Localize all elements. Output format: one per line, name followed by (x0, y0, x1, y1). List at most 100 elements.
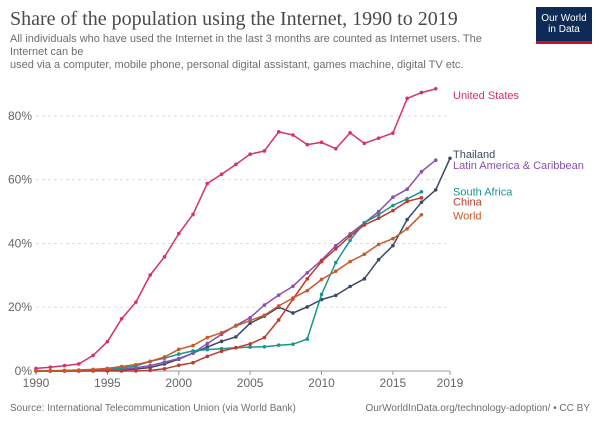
data-point-world (119, 364, 124, 369)
data-point-latin-america-caribbean (205, 341, 210, 346)
data-point-united-states (262, 149, 267, 153)
data-point-world (234, 324, 238, 328)
data-point-china (134, 369, 138, 373)
legend-label-south-africa: South Africa (453, 186, 513, 198)
legend-label-china: China (453, 196, 483, 208)
license-link[interactable]: OurWorldInData.org/technology-adoption/ … (365, 403, 590, 414)
owid-logo[interactable]: Our World in Data (536, 7, 592, 44)
data-point-world (91, 367, 95, 372)
data-point-united-states (234, 162, 238, 167)
data-point-thailand (405, 217, 409, 222)
data-point-latin-america-caribbean (176, 356, 181, 361)
data-point-south-africa (219, 346, 224, 351)
data-point-south-africa (348, 238, 352, 243)
x-tick-label: 1995 (94, 376, 121, 390)
data-point-world (176, 347, 181, 352)
subtitle-line-2: used via a computer, mobile phone, perso… (10, 59, 464, 71)
data-point-united-states (291, 133, 295, 137)
data-point-world (219, 330, 224, 335)
data-point-china (176, 363, 181, 368)
series-line-world (35, 214, 422, 372)
series-line-latin-america-caribbean (36, 159, 437, 372)
data-point-china (319, 259, 324, 264)
data-point-world (333, 269, 338, 273)
data-point-united-states (91, 353, 95, 358)
data-point-china (419, 196, 424, 200)
data-point-world (391, 236, 395, 241)
data-point-world (34, 369, 38, 373)
x-tick-label: 2005 (237, 376, 264, 390)
data-point-latin-america-caribbean (405, 187, 409, 192)
data-point-united-states (48, 365, 53, 369)
data-point-latin-america-caribbean (262, 303, 267, 307)
data-point-world (62, 368, 67, 373)
data-point-latin-america-caribbean (433, 158, 438, 163)
x-tick-label: 2000 (165, 376, 192, 390)
source-note: Source: International Telecommunication … (10, 403, 296, 414)
data-point-world (191, 343, 195, 348)
data-point-thailand (219, 339, 224, 344)
data-point-south-africa (191, 349, 195, 353)
legend-label-united-states: United States (453, 90, 520, 102)
data-point-china (219, 349, 224, 354)
logo-line-1: Our World (541, 13, 587, 24)
y-tick-label: 40% (8, 236, 32, 250)
data-point-united-states (276, 130, 281, 134)
data-point-united-states (248, 152, 252, 156)
data-point-south-africa (176, 352, 181, 356)
data-point-china (191, 360, 195, 365)
data-point-world (291, 296, 295, 300)
data-point-china (162, 366, 167, 371)
data-point-latin-america-caribbean (148, 363, 153, 368)
legend-label-world: World (453, 211, 482, 223)
data-point-china (248, 342, 252, 346)
data-point-south-africa (419, 189, 424, 194)
data-point-latin-america-caribbean (248, 315, 252, 320)
data-point-world (148, 359, 153, 364)
data-point-world (162, 355, 167, 359)
data-point-china (362, 223, 367, 227)
data-point-china (391, 208, 395, 213)
data-point-united-states (148, 273, 153, 277)
data-point-south-africa (248, 345, 252, 349)
data-point-thailand (362, 277, 367, 281)
data-point-china (348, 234, 352, 238)
data-point-latin-america-caribbean (305, 270, 310, 275)
data-point-thailand (391, 243, 395, 248)
data-point-united-states (348, 130, 352, 135)
data-point-united-states (362, 141, 367, 146)
series-line-thailand (36, 157, 451, 372)
data-point-world (362, 252, 367, 257)
data-point-south-africa (376, 212, 381, 217)
x-tick-label: 1990 (23, 376, 50, 390)
data-point-united-states (105, 339, 110, 344)
data-point-thailand (248, 321, 252, 325)
data-point-thailand (433, 188, 438, 192)
data-point-latin-america-caribbean (162, 360, 167, 364)
data-point-united-states (62, 363, 67, 368)
data-point-thailand (419, 200, 424, 205)
x-tick-label: 2010 (308, 376, 335, 390)
data-point-world (305, 288, 310, 293)
x-tick-label: 2019 (437, 376, 464, 390)
chart-subtitle: All individuals who have used the Intern… (10, 33, 510, 72)
data-point-south-africa (319, 292, 324, 297)
data-point-united-states (134, 300, 138, 304)
data-point-south-africa (305, 337, 310, 341)
data-point-china (234, 345, 238, 350)
data-point-thailand (205, 345, 210, 349)
x-tick-label: 2015 (380, 376, 407, 390)
data-point-thailand (291, 311, 295, 315)
data-point-thailand (376, 257, 381, 262)
data-point-world (48, 368, 53, 373)
data-point-south-africa (333, 260, 338, 265)
data-point-united-states (162, 255, 167, 259)
data-point-united-states (433, 86, 438, 91)
data-point-united-states (419, 90, 424, 95)
data-point-china (405, 199, 409, 204)
data-point-united-states (77, 362, 81, 366)
legend-label-latin-america-caribbean: Latin America & Caribbean (453, 160, 584, 172)
data-point-latin-america-caribbean (333, 243, 338, 248)
data-point-united-states (219, 172, 224, 177)
